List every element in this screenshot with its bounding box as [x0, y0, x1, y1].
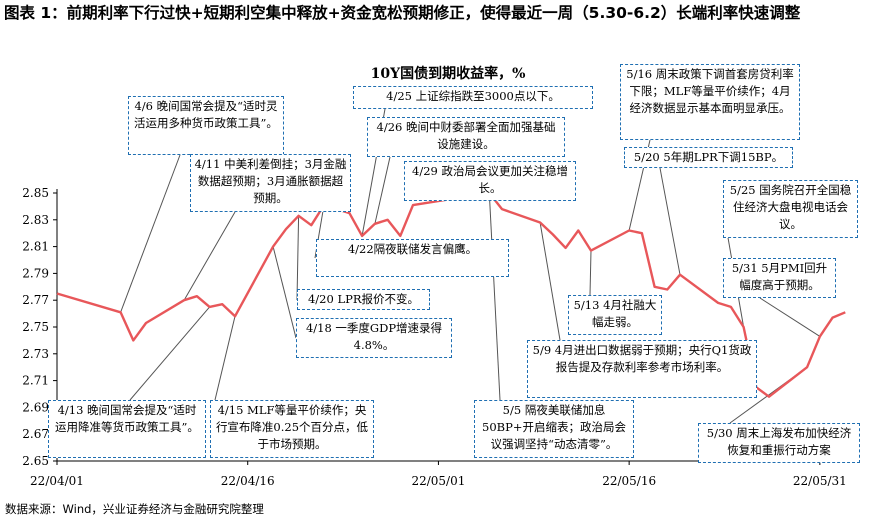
chart-title: 10Y国债到期收益率，%	[371, 65, 526, 82]
x-tick-label: 22/04/16	[221, 474, 275, 488]
annotation-box: 5/5 隔夜美联储加息50BP+开启缩表；政治局会议强调坚持“动态清零”。	[474, 400, 634, 458]
annotation-leader	[488, 192, 501, 401]
y-tick-label: 2.65	[22, 454, 49, 468]
annotation-leader	[272, 246, 297, 339]
y-tick-label: 2.79	[22, 266, 49, 280]
annotation-box: 5/30 周末上海发布加快经济恢复和重振行动方案	[698, 423, 860, 463]
x-tick-label: 22/05/01	[411, 474, 465, 488]
figure-title: 图表 1：前期利率下行过快+短期利空集中释放+资金宽松预期修正，使得最近一周（5…	[4, 4, 801, 22]
annotation-leader	[659, 167, 681, 275]
annotation-box: 4/11 中美利差倒挂；3月金融数据超预期；3月通胀额据超预期。	[190, 154, 351, 212]
y-tick-label: 2.69	[22, 400, 49, 414]
annotation-box: 5/20 5年期LPR下调15BP。	[624, 147, 793, 168]
annotation-leader	[129, 306, 210, 401]
y-tick-label: 2.71	[22, 374, 49, 388]
annotation-box: 5/9 4月进出口数据弱于预期；央行Q1货政报告提及存款利率参考市场利率。	[527, 340, 757, 398]
annotation-leader	[759, 297, 821, 337]
y-tick-label: 2.73	[22, 347, 49, 361]
x-tick-label: 22/05/31	[793, 474, 847, 488]
y-tick-label: 2.81	[22, 240, 49, 254]
annotation-box: 4/6 晚间国常会提及“适时灵活运用多种货币政策工具”。	[128, 96, 284, 155]
annotation-box: 4/13 晚间国常会提及“适时运用降准等货币政策工具”。	[48, 400, 206, 458]
annotation-box: 4/29 政治局会议更加关注稳增长。	[404, 161, 576, 201]
annotation-leader	[214, 316, 236, 401]
annotation-box: 4/15 MLF等量平价续作；央行宣布降准0.25个百分点，低于市场预期。	[210, 400, 374, 458]
annotation-box: 5/31 5月PMI回升幅度高于预期。	[723, 258, 836, 298]
y-tick-label: 2.75	[22, 320, 49, 334]
annotation-leader	[183, 211, 236, 301]
annotation-leader	[374, 156, 391, 224]
y-tick-label: 2.77	[22, 293, 49, 307]
y-tick-label: 2.85	[22, 186, 49, 200]
annotation-box: 4/26 晚间中财委部署全面加强基础设施建设。	[367, 117, 565, 157]
annotation-box: 5/16 周末政策下调首套房贷利率下限；MLF等量平价续作；4月经济数据显示基本…	[620, 64, 800, 140]
annotation-leader	[589, 250, 592, 296]
annotation-box: 4/20 LPR报价不变。	[297, 289, 430, 310]
annotation-leader	[539, 222, 561, 341]
annotation-box: 4/22隔夜联储发言偏鹰。	[316, 239, 509, 277]
annotation-box: 5/25 国务院召开全国稳住经济大盘电视电话会议。	[723, 180, 858, 238]
annotation-box: 4/18 一季度GDP增速录得4.8%。	[296, 318, 452, 358]
annotation-leader	[120, 154, 181, 313]
x-tick-label: 22/04/01	[30, 474, 84, 488]
annotation-box: 4/25 上证综指跌至3000点以下。	[353, 86, 593, 109]
x-tick-label: 22/05/16	[602, 474, 656, 488]
y-tick-label: 2.83	[22, 213, 49, 227]
annotation-box: 5/13 4月社融大幅走弱。	[568, 295, 662, 335]
data-source: 数据来源：Wind，兴业证券经济与金融研究院整理	[5, 502, 264, 516]
annotation-leader	[296, 215, 300, 301]
y-tick-label: 2.67	[22, 427, 49, 441]
